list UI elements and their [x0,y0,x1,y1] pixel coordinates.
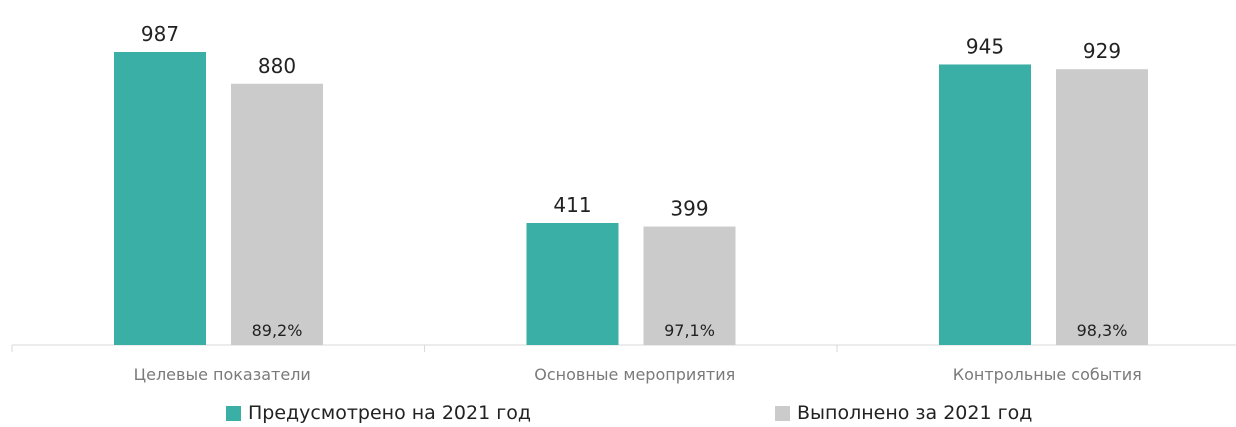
percent-label: 98,3% [1077,321,1128,340]
legend-swatch-planned [226,405,241,421]
x-tick-label: Целевые показатели [134,365,311,384]
data-label-done: 929 [1083,39,1121,63]
data-label-planned: 945 [966,34,1004,58]
x-tick-label: Основные мероприятия [534,365,735,384]
bar-planned [939,64,1031,346]
percent-label: 89,2% [252,321,303,340]
bar-done [643,226,736,345]
legend-swatch-done [775,405,790,421]
legend-label-planned: Предусмотрено на 2021 год [248,402,531,424]
percent-label: 97,1% [664,321,715,340]
legend-item-done: Выполнено за 2021 год [775,400,1032,426]
legend-label-done: Выполнено за 2021 год [797,402,1033,424]
legend-item-planned: Предусмотрено на 2021 год [226,400,531,426]
data-label-planned: 411 [553,193,591,217]
bar-planned [114,52,206,345]
data-label-done: 880 [258,54,296,78]
x-tick-label: Контрольные события [953,365,1142,384]
data-label-done: 399 [670,197,708,221]
bar-done [231,83,323,346]
bar-planned [526,222,619,345]
bar-done [1056,69,1148,345]
data-label-planned: 987 [141,22,179,46]
